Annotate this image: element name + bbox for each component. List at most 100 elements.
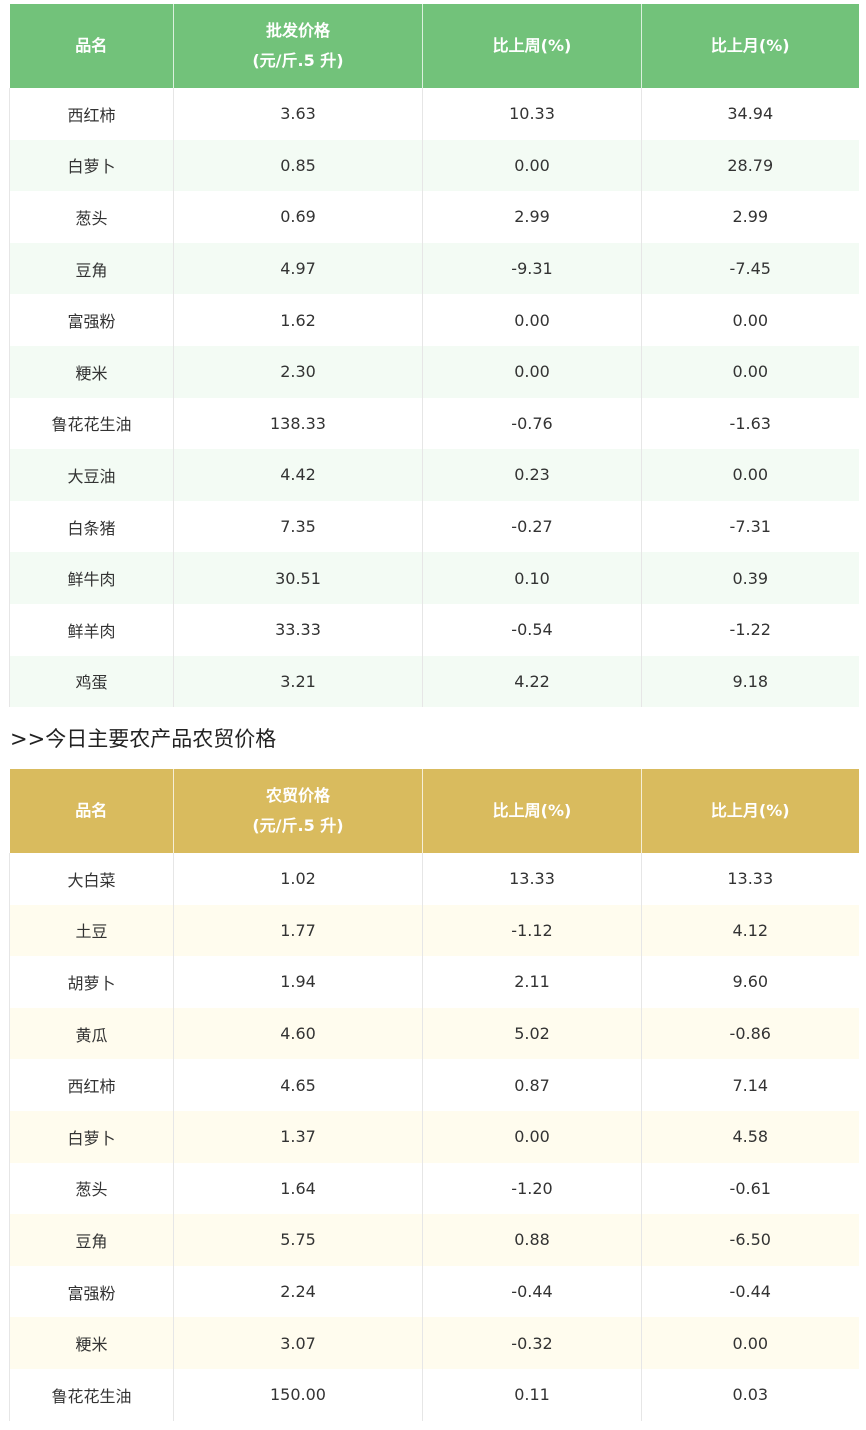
week-change-cell: 0.87 xyxy=(422,1059,642,1111)
table-row: 西红柿 3.63 10.33 34.94 xyxy=(9,88,859,140)
price-cell: 4.65 xyxy=(173,1059,423,1111)
month-change-cell: -0.86 xyxy=(641,1007,859,1060)
month-change-cell: 4.58 xyxy=(641,1110,859,1163)
month-change-cell: 2.99 xyxy=(641,191,859,243)
header-month-change: 比上月(%) xyxy=(641,4,859,88)
price-cell: 33.33 xyxy=(173,603,423,656)
header-market-price: 农贸价格 (元/斤.5 升) xyxy=(173,769,423,853)
week-change-cell: 0.88 xyxy=(422,1214,642,1266)
product-name-cell: 白条猪 xyxy=(9,500,174,553)
price-cell: 1.94 xyxy=(173,956,423,1008)
week-change-cell: 0.00 xyxy=(422,139,642,192)
week-change-cell: 2.99 xyxy=(422,191,642,243)
price-cell: 0.69 xyxy=(173,191,423,243)
header-price-title: 农贸价格 xyxy=(265,786,330,805)
week-change-cell: 0.11 xyxy=(422,1368,642,1421)
month-change-cell: 0.03 xyxy=(641,1368,859,1421)
week-change-cell: -0.44 xyxy=(422,1265,642,1318)
product-name-cell: 葱头 xyxy=(9,191,174,243)
table-header-row: 品名 农贸价格 (元/斤.5 升) 比上周(%) 比上月(%) xyxy=(9,769,859,853)
price-cell: 1.77 xyxy=(173,904,423,957)
header-month-change: 比上月(%) xyxy=(641,769,859,853)
month-change-cell: 0.00 xyxy=(641,294,859,346)
table-row: 白条猪 7.35 -0.27 -7.31 xyxy=(9,500,859,553)
week-change-cell: -0.54 xyxy=(422,603,642,656)
month-change-cell: 0.00 xyxy=(641,449,859,501)
header-price-title: 批发价格 xyxy=(265,21,330,40)
week-change-cell: 0.00 xyxy=(422,294,642,346)
price-cell: 4.97 xyxy=(173,242,423,295)
product-name-cell: 粳米 xyxy=(9,345,174,398)
price-cell: 5.75 xyxy=(173,1214,423,1266)
month-change-cell: 0.00 xyxy=(641,1317,859,1369)
week-change-cell: 0.00 xyxy=(422,345,642,398)
month-change-cell: -1.22 xyxy=(641,603,859,656)
header-price-unit: (元/斤.5 升) xyxy=(252,816,344,835)
month-change-cell: -7.31 xyxy=(641,500,859,553)
month-change-cell: -6.50 xyxy=(641,1214,859,1266)
week-change-cell: -0.76 xyxy=(422,397,642,450)
price-cell: 1.64 xyxy=(173,1162,423,1215)
product-name-cell: 鲜牛肉 xyxy=(9,552,174,604)
product-name-cell: 豆角 xyxy=(9,1214,174,1266)
header-product-name: 品名 xyxy=(9,4,174,88)
week-change-cell: 5.02 xyxy=(422,1007,642,1060)
month-change-cell: 9.18 xyxy=(641,655,859,708)
product-name-cell: 葱头 xyxy=(9,1162,174,1215)
product-name-cell: 鸡蛋 xyxy=(9,655,174,708)
table-row: 鲜牛肉 30.51 0.10 0.39 xyxy=(9,552,859,604)
month-change-cell: 28.79 xyxy=(641,139,859,192)
product-name-cell: 富强粉 xyxy=(9,1265,174,1318)
price-cell: 1.62 xyxy=(173,294,423,346)
price-cell: 138.33 xyxy=(173,397,423,450)
price-cell: 4.60 xyxy=(173,1007,423,1060)
week-change-cell: 13.33 xyxy=(422,853,642,905)
price-cell: 3.07 xyxy=(173,1317,423,1369)
product-name-cell: 鲁花花生油 xyxy=(9,1368,174,1421)
week-change-cell: -0.32 xyxy=(422,1317,642,1369)
table-row: 鲜羊肉 33.33 -0.54 -1.22 xyxy=(9,603,859,656)
month-change-cell: -7.45 xyxy=(641,242,859,295)
month-change-cell: 34.94 xyxy=(641,88,859,140)
header-week-change: 比上周(%) xyxy=(422,769,642,853)
table-row: 葱头 1.64 -1.20 -0.61 xyxy=(9,1162,859,1215)
month-change-cell: 0.39 xyxy=(641,552,859,604)
product-name-cell: 西红柿 xyxy=(9,1059,174,1111)
table-row: 豆角 5.75 0.88 -6.50 xyxy=(9,1214,859,1266)
month-change-cell: -0.61 xyxy=(641,1162,859,1215)
header-product-name: 品名 xyxy=(9,769,174,853)
product-name-cell: 黄瓜 xyxy=(9,1007,174,1060)
price-cell: 7.35 xyxy=(173,500,423,553)
header-week-change: 比上周(%) xyxy=(422,4,642,88)
product-name-cell: 粳米 xyxy=(9,1317,174,1369)
header-wholesale-price: 批发价格 (元/斤.5 升) xyxy=(173,4,423,88)
product-name-cell: 大豆油 xyxy=(9,449,174,501)
product-name-cell: 胡萝卜 xyxy=(9,956,174,1008)
product-name-cell: 富强粉 xyxy=(9,294,174,346)
table-row: 鸡蛋 3.21 4.22 9.18 xyxy=(9,655,859,708)
week-change-cell: -9.31 xyxy=(422,242,642,295)
wholesale-price-table: 品名 批发价格 (元/斤.5 升) 比上周(%) 比上月(%) 西红柿 3.63 1… xyxy=(9,4,859,708)
price-cell: 30.51 xyxy=(173,552,423,604)
product-name-cell: 鲜羊肉 xyxy=(9,603,174,656)
month-change-cell: 0.00 xyxy=(641,345,859,398)
month-change-cell: -0.44 xyxy=(641,1265,859,1318)
product-name-cell: 大白菜 xyxy=(9,853,174,905)
section-heading: >>今日主要农产品农贸价格 xyxy=(10,727,277,751)
week-change-cell: -1.12 xyxy=(422,904,642,957)
table-row: 粳米 2.30 0.00 0.00 xyxy=(9,345,859,398)
table-row: 白萝卜 0.85 0.00 28.79 xyxy=(9,139,859,192)
table-row: 豆角 4.97 -9.31 -7.45 xyxy=(9,242,859,295)
table-header-row: 品名 批发价格 (元/斤.5 升) 比上周(%) 比上月(%) xyxy=(9,4,859,88)
product-name-cell: 土豆 xyxy=(9,904,174,957)
price-cell: 150.00 xyxy=(173,1368,423,1421)
product-name-cell: 白萝卜 xyxy=(9,139,174,192)
price-cell: 2.24 xyxy=(173,1265,423,1318)
product-name-cell: 西红柿 xyxy=(9,88,174,140)
table-row: 大白菜 1.02 13.33 13.33 xyxy=(9,853,859,905)
product-name-cell: 豆角 xyxy=(9,242,174,295)
table-row: 富强粉 1.62 0.00 0.00 xyxy=(9,294,859,346)
table-row: 大豆油 4.42 0.23 0.00 xyxy=(9,449,859,501)
price-cell: 3.21 xyxy=(173,655,423,708)
